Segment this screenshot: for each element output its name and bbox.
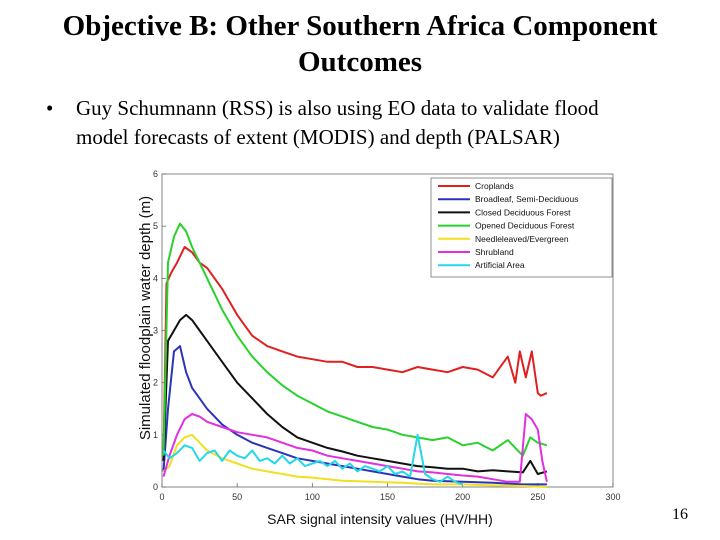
series-lines — [162, 222, 548, 488]
legend-label-shrubland: Shrubland — [475, 247, 514, 257]
legend-label-croplands: Croplands — [475, 181, 514, 191]
series-line-shrubland — [162, 413, 548, 483]
x-tick-label: 200 — [455, 492, 470, 502]
y-tick-label: 0 — [153, 482, 158, 492]
bullet-symbol: • — [46, 96, 54, 120]
y-axis-label: Simulated floodplain water depth (m) — [137, 196, 154, 440]
y-tick-label: 4 — [153, 273, 158, 283]
y-tick-label: 6 — [153, 169, 158, 179]
legend-label-needleleaved-evergreen: Needleleaved/Evergreen — [475, 234, 569, 244]
y-tick-label: 1 — [153, 430, 158, 440]
bullet-text-line-1: Guy Schumnann (RSS) is also using EO dat… — [76, 96, 599, 120]
series-line-artificial-area — [162, 433, 464, 486]
x-tick-label: 100 — [305, 492, 320, 502]
legend-box — [430, 177, 613, 278]
x-tick-label: 50 — [232, 492, 242, 502]
y-tick-label: 3 — [153, 326, 158, 336]
legend-label-artificial-area: Artificial Area — [475, 260, 525, 270]
series-line-opened-deciduous-forest — [162, 222, 548, 457]
series-line-needleleaved-evergreen — [162, 433, 547, 488]
legend-label-closed-deciduous-forest: Closed Deciduous Forest — [475, 207, 571, 217]
x-axis-label: SAR signal intensity values (HV/HH) — [267, 511, 493, 527]
page-number: 16 — [672, 506, 688, 523]
legend-label-opened-deciduous-forest: Opened Deciduous Forest — [475, 221, 575, 231]
series-line-broadleaf-semi-deciduous — [162, 345, 547, 486]
y-tick-label: 2 — [153, 378, 158, 388]
y-tick-label: 5 — [153, 221, 158, 231]
series-line-closed-deciduous-forest — [162, 313, 548, 475]
bullet-text-line-2: model forecasts of extent (MODIS) and de… — [76, 125, 560, 149]
x-tick-label: 0 — [159, 492, 164, 502]
bullet-point: • Guy Schumnann (RSS) is also using EO d… — [46, 94, 696, 152]
slide-title: Objective B: Other Southern Africa Compo… — [0, 8, 720, 80]
x-tick-label: 300 — [605, 492, 620, 502]
slide-title-line-1: Objective B: Other Southern Africa Compo… — [62, 10, 658, 42]
x-tick-label: 150 — [380, 492, 395, 502]
chart-legend: Croplands Broadleaf, Semi-Deciduous Closed… — [430, 177, 613, 278]
slide-title-line-2: Outcomes — [297, 46, 423, 78]
x-tick-label: 250 — [530, 492, 545, 502]
legend-label-broadleaf-semi-deciduous: Broadleaf, Semi-Deciduous — [475, 194, 578, 204]
